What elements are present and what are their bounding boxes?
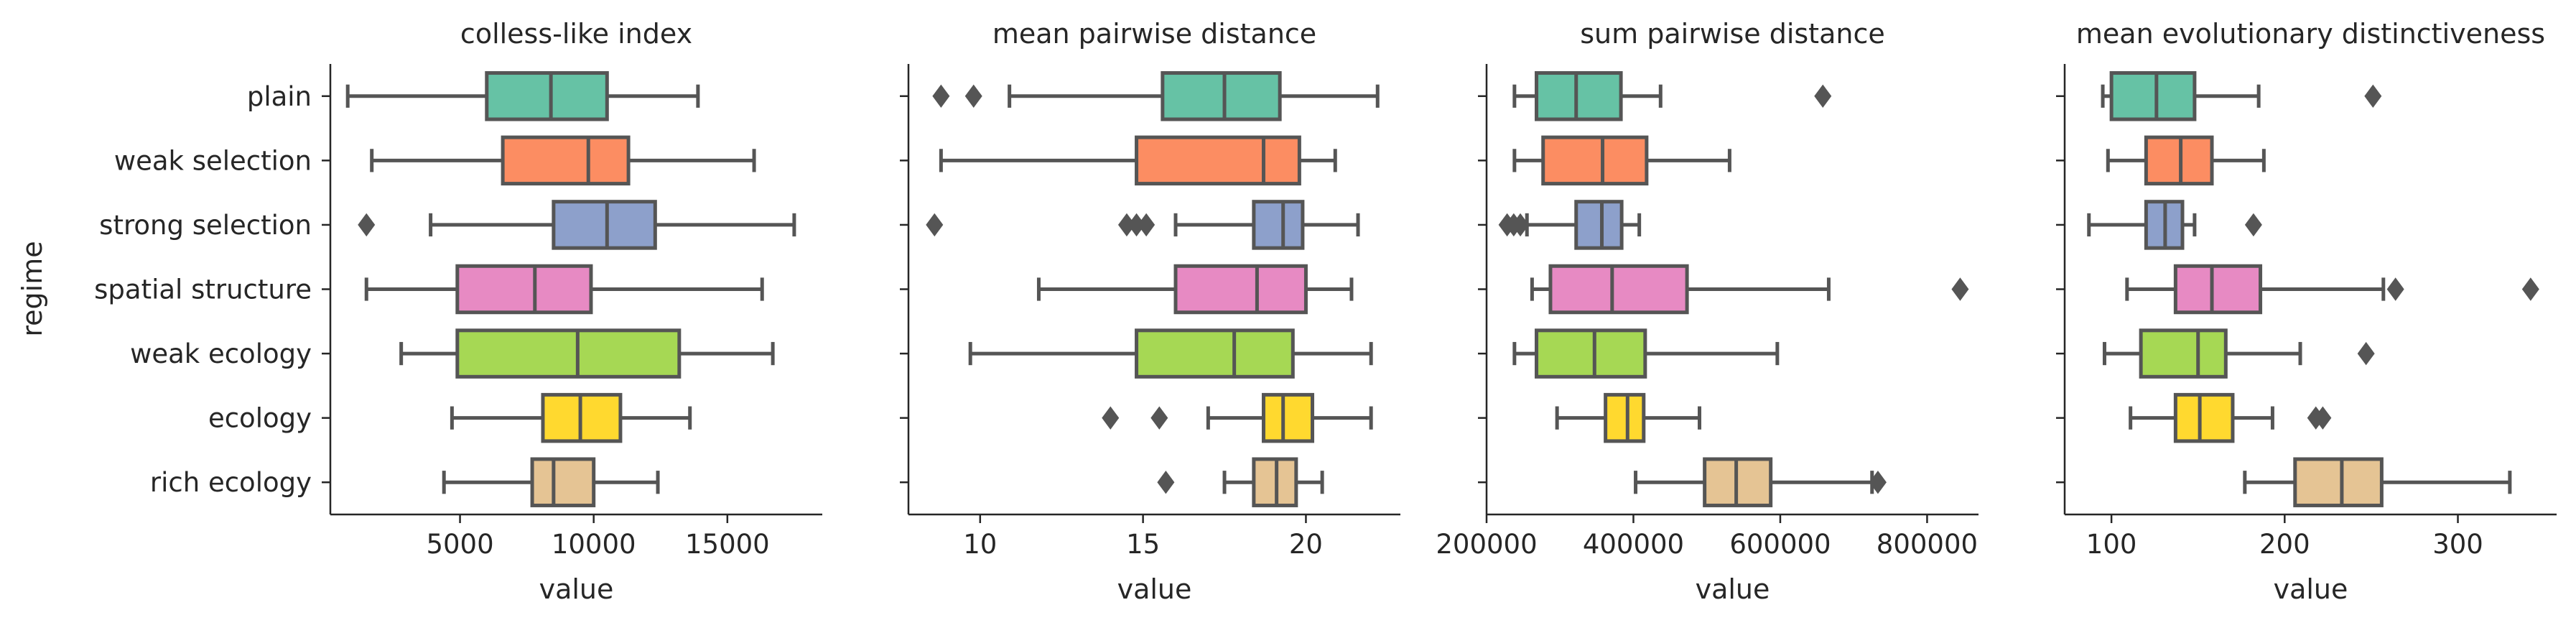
outlier-point xyxy=(2314,406,2332,430)
x-tick-label: 200000 xyxy=(1436,529,1537,560)
outlier-point xyxy=(1869,471,1887,494)
outlier-point xyxy=(2357,341,2375,366)
x-axis-title: value xyxy=(539,573,614,605)
outlier-point xyxy=(1127,213,1145,237)
y-axis-title: regime xyxy=(17,241,48,336)
panel-1: colless-like index plain weak selection str… xyxy=(94,18,822,605)
outlier-point xyxy=(2386,277,2404,301)
outlier-point xyxy=(1102,406,1120,430)
box-weak-ecology xyxy=(2139,328,2228,379)
x-tick-label: 200 xyxy=(2259,529,2310,560)
box-weak-ecology xyxy=(1535,328,1647,379)
panel-3: sum pairwise distance 200000 400000 600000 8… xyxy=(1436,18,1979,605)
box-weak-ecology xyxy=(455,328,682,379)
outlier-point xyxy=(932,84,950,108)
outlier-point xyxy=(1814,84,1832,108)
x-tick-label: 400000 xyxy=(1583,529,1684,560)
box-plain xyxy=(1535,71,1623,121)
y-tick-label: weak selection xyxy=(114,145,312,176)
x-tick-label: 5000 xyxy=(426,529,493,560)
box-spatial-structure xyxy=(1548,264,1689,315)
y-tick-label: strong selection xyxy=(99,210,312,241)
box-spatial-structure xyxy=(455,264,593,315)
box-weak-selection xyxy=(501,135,631,186)
outlier-point xyxy=(1512,213,1530,237)
x-tick-label: 10000 xyxy=(552,529,636,560)
panel-title: colless-like index xyxy=(460,18,692,50)
box-ecology xyxy=(1261,392,1315,443)
x-tick-label: 300 xyxy=(2432,529,2483,560)
box-ecology xyxy=(1604,392,1646,443)
y-tick-label: rich ecology xyxy=(150,467,312,498)
outlier-point xyxy=(358,213,376,237)
box-strong-selection xyxy=(1252,200,1305,250)
x-axis-title: value xyxy=(1696,573,1770,605)
x-axis-title: value xyxy=(1117,573,1192,605)
x-tick-label: 20 xyxy=(1289,529,1323,560)
outlier-point xyxy=(2244,213,2262,237)
y-tick-label: ecology xyxy=(208,403,312,434)
y-tick-label: plain xyxy=(247,81,312,112)
box-plain xyxy=(485,71,609,121)
outlier-point xyxy=(964,84,982,108)
panel-title: mean evolutionary distinctiveness xyxy=(2076,18,2545,50)
box-rich-ecology xyxy=(2293,457,2384,507)
box-spatial-structure xyxy=(2173,264,2263,315)
box-weak-selection xyxy=(1541,135,1649,186)
panel-2: mean pairwise distance 10 15 20 value xyxy=(900,18,1400,605)
x-tick-label: 15 xyxy=(1126,529,1160,560)
box-ecology xyxy=(2173,392,2235,443)
x-tick-label: 10 xyxy=(963,529,997,560)
box-rich-ecology xyxy=(530,457,596,507)
y-tick-label: weak ecology xyxy=(130,338,312,369)
panel-4: mean evolutionary distinctiveness 100 200 3… xyxy=(2056,18,2557,605)
outlier-point xyxy=(1157,471,1175,494)
box-plain xyxy=(1161,71,1282,121)
outlier-point xyxy=(1951,277,1969,301)
x-tick-label: 15000 xyxy=(685,529,770,560)
outlier-point xyxy=(1138,213,1156,237)
outlier-point xyxy=(926,213,944,237)
x-tick-label: 600000 xyxy=(1729,529,1831,560)
x-axis-title: value xyxy=(2274,573,2348,605)
box-weak-ecology xyxy=(1135,328,1295,379)
box-strong-selection xyxy=(1574,200,1624,250)
x-tick-label: 100 xyxy=(2086,529,2137,560)
outlier-point xyxy=(1117,213,1135,237)
panel-title: mean pairwise distance xyxy=(992,18,1316,50)
outlier-point xyxy=(1150,406,1168,430)
box-strong-selection xyxy=(552,200,657,250)
box-weak-selection xyxy=(1135,135,1301,186)
y-tick-label: spatial structure xyxy=(94,274,312,305)
outlier-point xyxy=(2521,277,2539,301)
x-tick-label: 800000 xyxy=(1877,529,1978,560)
box-plain xyxy=(2109,71,2197,121)
panel-title: sum pairwise distance xyxy=(1580,18,1884,50)
outlier-point xyxy=(2364,84,2382,108)
box-spatial-structure xyxy=(1173,264,1308,315)
